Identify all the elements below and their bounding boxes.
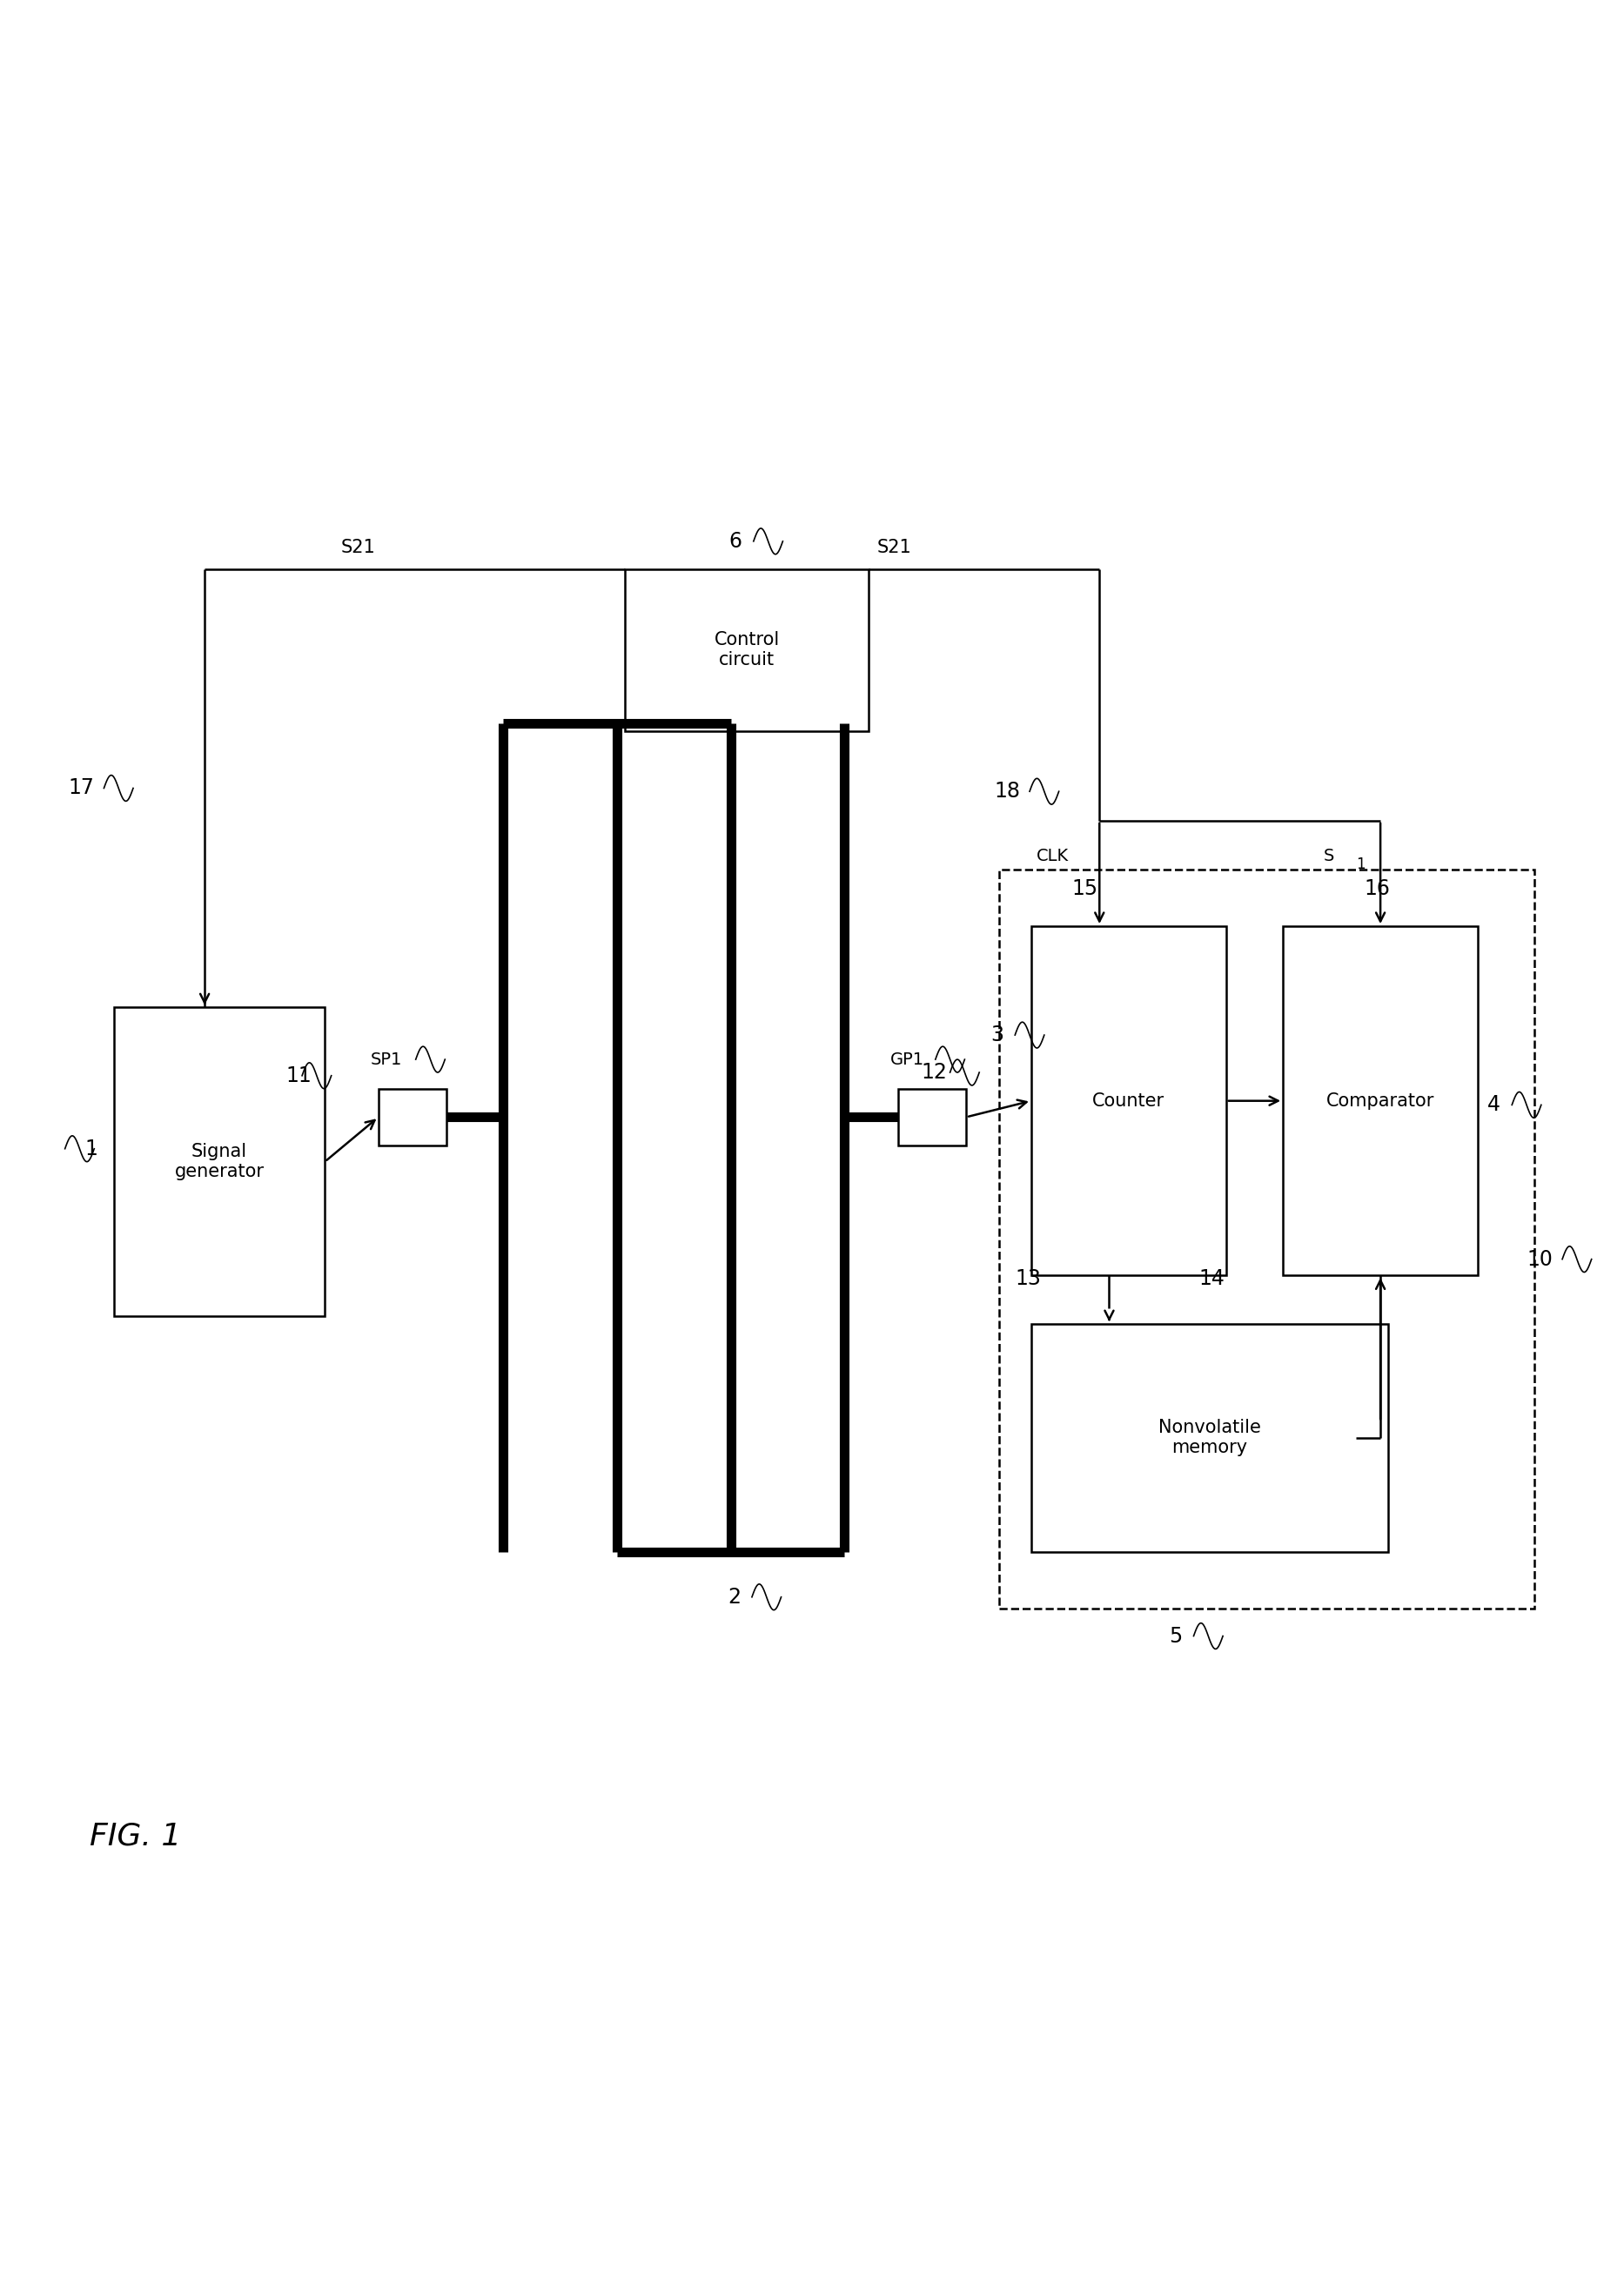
Text: 5: 5 xyxy=(1169,1627,1182,1647)
Text: S21: S21 xyxy=(877,538,911,557)
Text: CLK: CLK xyxy=(1036,848,1069,864)
Text: 17: 17 xyxy=(68,777,94,800)
Bar xyxy=(898,1088,966,1146)
Text: 15: 15 xyxy=(1072,877,1098,900)
Text: 16: 16 xyxy=(1364,877,1390,900)
Text: GP1: GP1 xyxy=(890,1052,924,1068)
Text: 1: 1 xyxy=(84,1139,97,1159)
Text: 10: 10 xyxy=(1527,1249,1553,1269)
Text: 3: 3 xyxy=(991,1024,1004,1045)
Text: Control
circuit: Control circuit xyxy=(715,632,780,669)
Text: 14: 14 xyxy=(1199,1269,1224,1290)
Text: 4: 4 xyxy=(1488,1095,1501,1116)
Text: S: S xyxy=(1324,848,1335,864)
Bar xyxy=(1283,926,1478,1276)
Bar xyxy=(999,868,1535,1608)
Bar xyxy=(1031,926,1226,1276)
Text: Counter: Counter xyxy=(1093,1093,1164,1109)
Text: 6: 6 xyxy=(729,532,742,552)
Text: Comparator: Comparator xyxy=(1327,1093,1434,1109)
Text: 1: 1 xyxy=(1356,857,1366,873)
Text: SP1: SP1 xyxy=(370,1052,401,1068)
Text: Nonvolatile
memory: Nonvolatile memory xyxy=(1158,1418,1262,1457)
Text: 11: 11 xyxy=(286,1065,312,1086)
Text: 2: 2 xyxy=(728,1588,741,1608)
Text: Signal
generator: Signal generator xyxy=(174,1143,265,1180)
Bar xyxy=(114,1008,325,1315)
Bar xyxy=(1031,1324,1389,1551)
Bar xyxy=(378,1088,447,1146)
Text: S21: S21 xyxy=(341,538,375,557)
Text: 12: 12 xyxy=(921,1063,947,1084)
Text: 18: 18 xyxy=(994,781,1020,802)
Text: 13: 13 xyxy=(1015,1269,1041,1290)
Bar xyxy=(625,568,869,731)
Text: FIG. 1: FIG. 1 xyxy=(89,1821,180,1851)
